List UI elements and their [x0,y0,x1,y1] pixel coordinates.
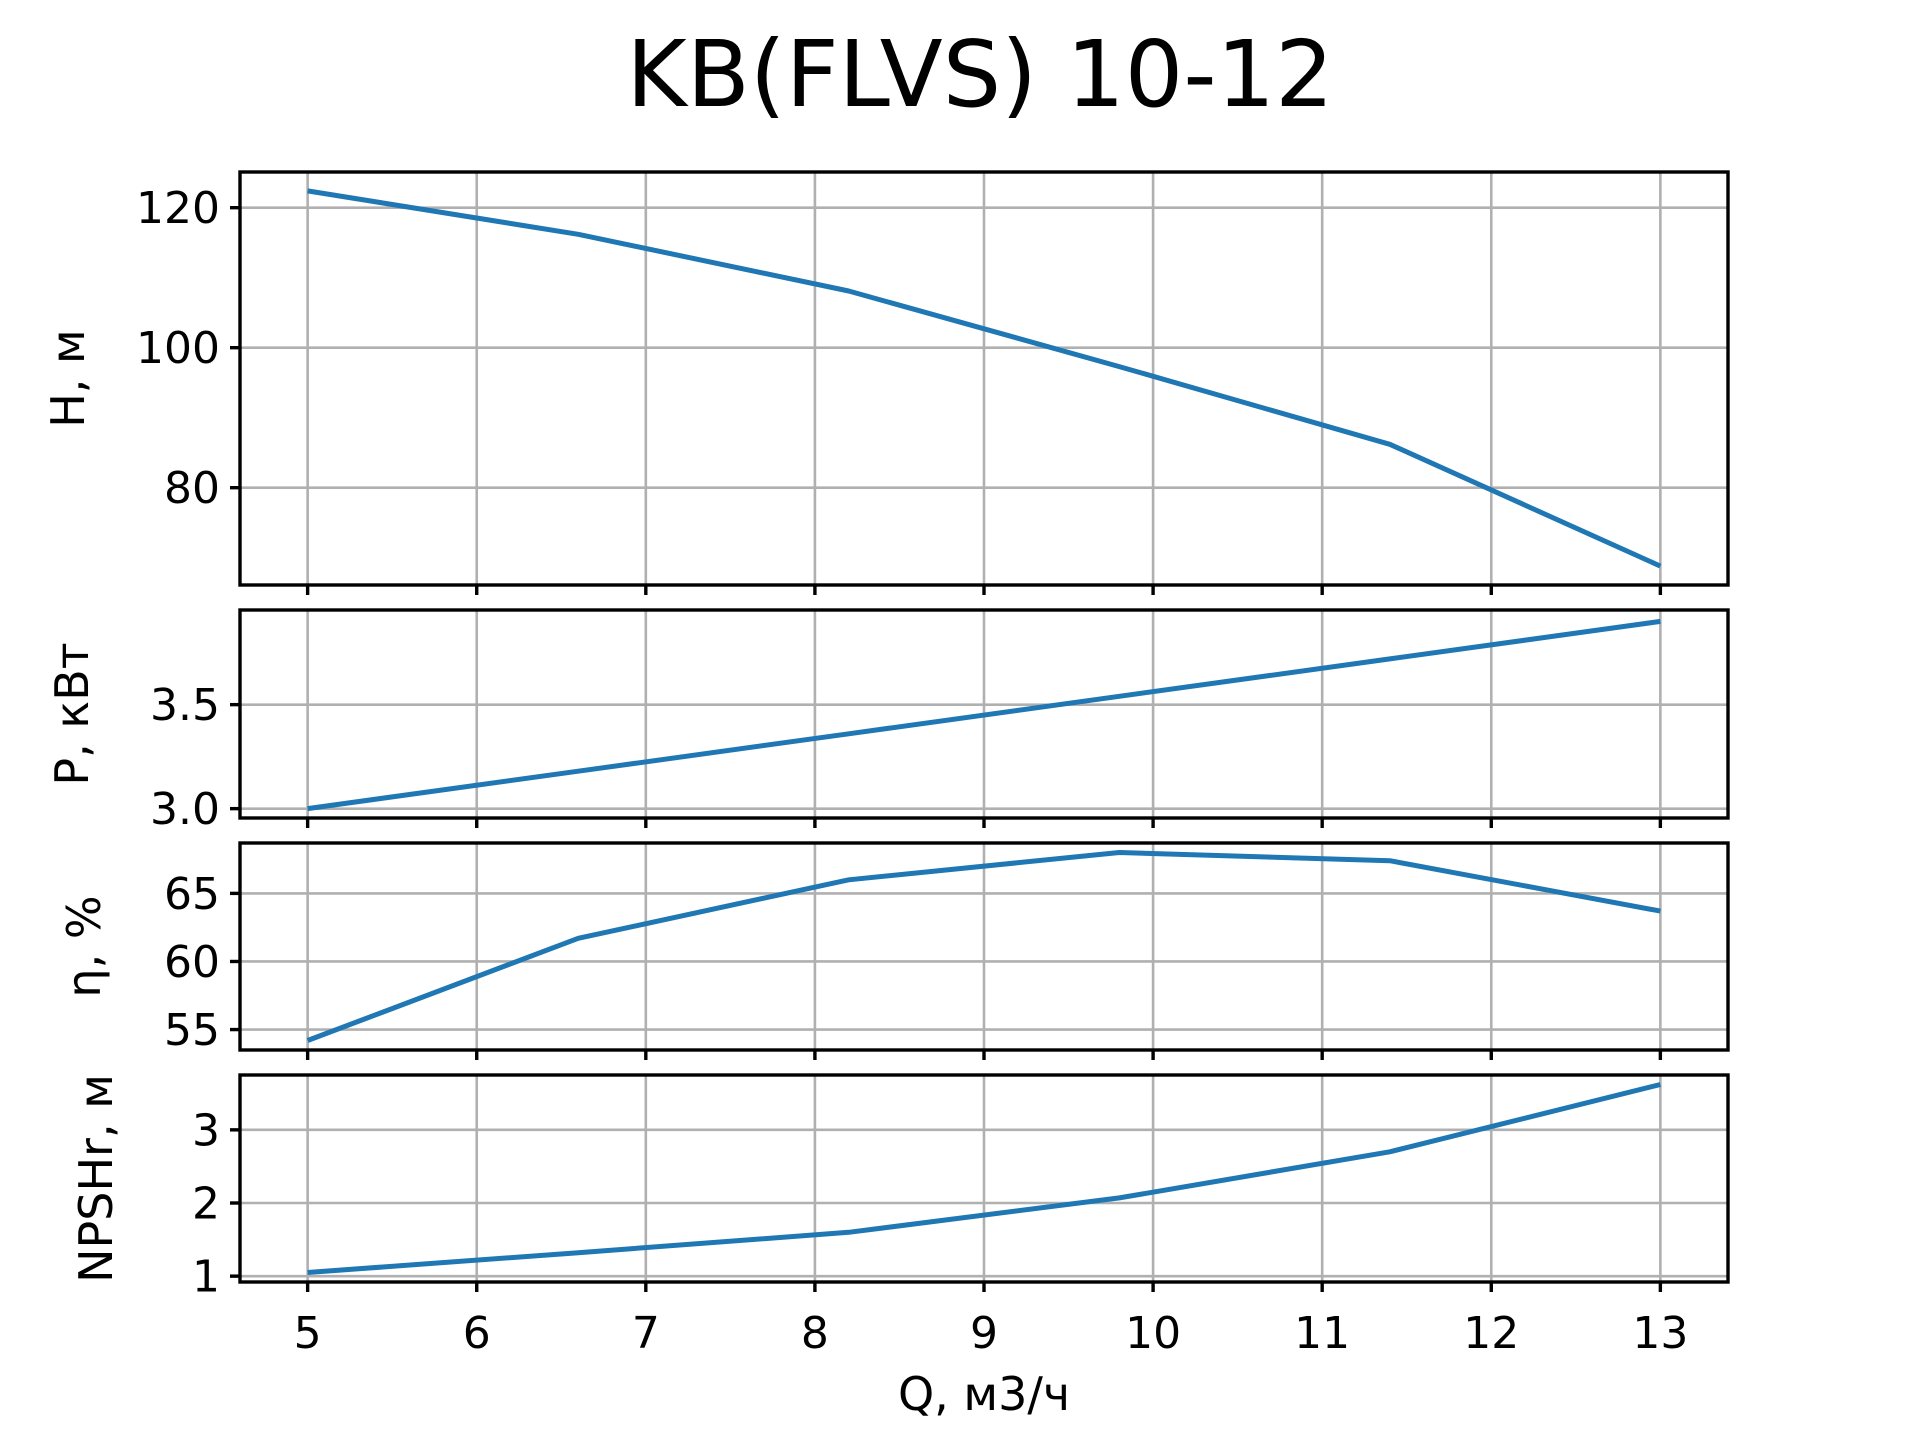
y-tick-label: 1 [192,1252,220,1303]
power-curve [307,618,1661,812]
x-tick-marks [305,1050,1663,1060]
x-tick-marks [305,1282,1663,1292]
subplot-head: 80 100 120 H, м [41,170,1730,595]
y-tick-label: 3.0 [150,784,220,835]
efficiency-curve [306,850,1661,1043]
x-tick-label: 13 [1632,1308,1688,1359]
y-tick-label: 80 [164,463,220,514]
y-tick-label: 3 [192,1105,220,1156]
y-tick-label: 55 [164,1005,220,1056]
gridlines [240,172,1728,585]
x-tick-label: 8 [801,1308,829,1359]
subplot-npshr: 1 2 3 NPSHr, м [69,1073,1730,1303]
x-tick-label: 10 [1125,1308,1181,1359]
subplot-power: 3.0 3.5 P, кВт [45,608,1730,835]
chart-title: KB(FLVS) 10-12 [626,21,1333,128]
x-tick-label: 9 [970,1308,998,1359]
x-tick-label: 6 [463,1308,491,1359]
x-tick-label: 12 [1463,1308,1519,1359]
x-tick-marks [305,818,1663,828]
x-axis-label: Q, м3/ч [898,1367,1070,1421]
y-axis-label: P, кВт [45,642,99,785]
x-tick-marks [305,585,1663,595]
y-tick-label: 100 [136,323,220,374]
x-tick-label: 11 [1294,1308,1350,1359]
y-tick-label: 2 [192,1178,220,1229]
npshr-curve [307,1082,1662,1275]
y-axis-label: NPSHr, м [69,1074,123,1283]
gridlines [240,843,1728,1050]
y-axis-label: η, % [57,895,111,997]
head-curve [307,188,1662,569]
subplot-efficiency: 55 60 65 η, % [57,841,1730,1060]
y-axis-label: H, м [41,329,95,428]
y-tick-label: 60 [164,937,220,988]
y-tick-label: 120 [136,183,220,234]
x-tick-label: 5 [294,1308,322,1359]
y-tick-label: 3.5 [150,680,220,731]
y-tick-label: 65 [164,869,220,920]
x-tick-label: 7 [632,1308,660,1359]
gridlines [240,610,1728,818]
